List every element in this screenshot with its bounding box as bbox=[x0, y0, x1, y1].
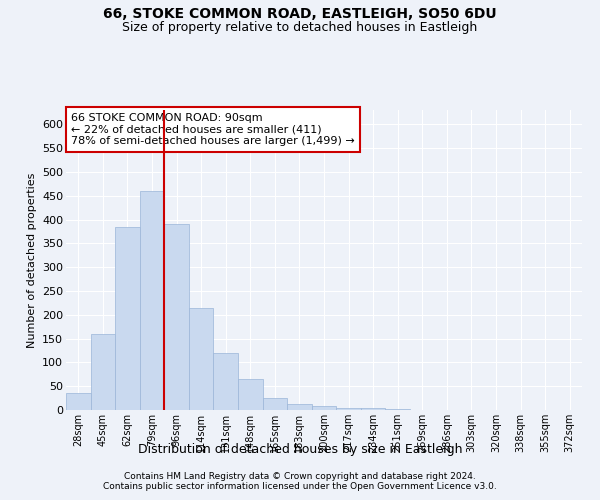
Bar bbox=[263, 398, 287, 410]
Bar bbox=[164, 224, 189, 410]
Bar bbox=[238, 379, 263, 410]
Text: Distribution of detached houses by size in Eastleigh: Distribution of detached houses by size … bbox=[138, 442, 462, 456]
Bar bbox=[189, 308, 214, 410]
Y-axis label: Number of detached properties: Number of detached properties bbox=[26, 172, 37, 348]
Text: Contains public sector information licensed under the Open Government Licence v3: Contains public sector information licen… bbox=[103, 482, 497, 491]
Bar bbox=[361, 408, 385, 410]
Text: 66, STOKE COMMON ROAD, EASTLEIGH, SO50 6DU: 66, STOKE COMMON ROAD, EASTLEIGH, SO50 6… bbox=[103, 8, 497, 22]
Text: Size of property relative to detached houses in Eastleigh: Size of property relative to detached ho… bbox=[122, 21, 478, 34]
Bar bbox=[385, 409, 410, 410]
Bar bbox=[336, 408, 361, 410]
Text: 66 STOKE COMMON ROAD: 90sqm
← 22% of detached houses are smaller (411)
78% of se: 66 STOKE COMMON ROAD: 90sqm ← 22% of det… bbox=[71, 113, 355, 146]
Bar bbox=[312, 406, 336, 410]
Bar bbox=[287, 404, 312, 410]
Bar bbox=[66, 394, 91, 410]
Bar bbox=[140, 191, 164, 410]
Bar bbox=[115, 226, 140, 410]
Bar bbox=[214, 353, 238, 410]
Bar bbox=[91, 334, 115, 410]
Text: Contains HM Land Registry data © Crown copyright and database right 2024.: Contains HM Land Registry data © Crown c… bbox=[124, 472, 476, 481]
